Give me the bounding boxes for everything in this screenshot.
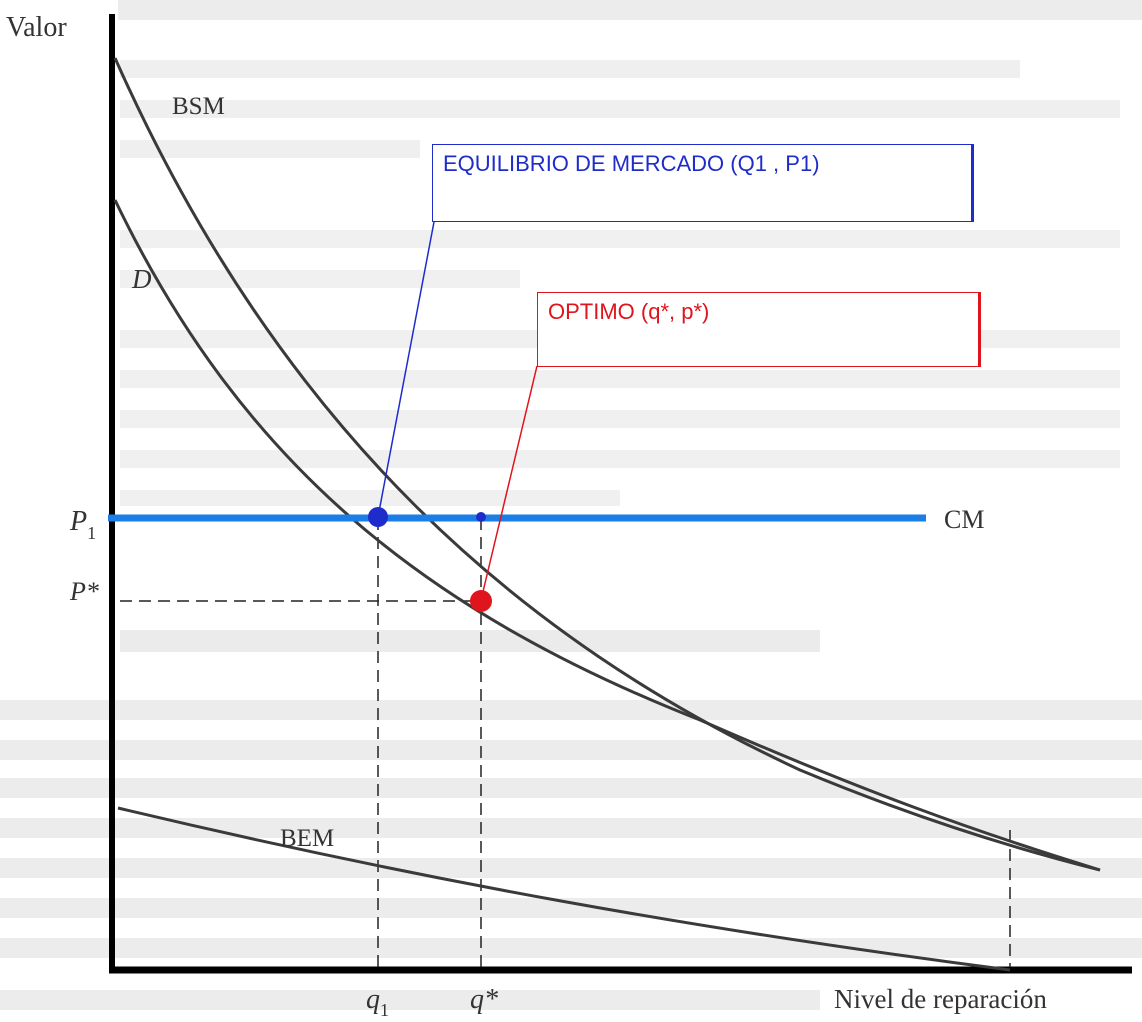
equilibrium-annotation-text: EQUILIBRIO DE MERCADO (Q1 , P1): [443, 151, 820, 176]
bg-band: [0, 898, 1142, 918]
optimum-annotation-box: OPTIMO (q*, p*): [537, 292, 981, 367]
bsm-label: BSM: [172, 93, 225, 120]
bg-band: [120, 140, 420, 158]
bg-band: [120, 270, 520, 288]
demand-label: D: [131, 264, 152, 294]
bg-band: [0, 858, 1142, 878]
cm-bsm-intersection-point: [476, 512, 486, 522]
bg-band: [0, 700, 1142, 720]
bg-band: [120, 370, 1120, 388]
optimum-point: [470, 590, 492, 612]
bg-band: [0, 778, 1142, 798]
bg-band: [118, 0, 1142, 20]
bsm-curve: [113, 57, 1101, 872]
p1-tick-label: P1: [69, 506, 96, 543]
bg-band: [120, 60, 1020, 78]
x-axis-label: Nivel de reparación: [834, 984, 1047, 1014]
bg-band: [0, 818, 1142, 838]
bem-curve: [117, 806, 1011, 972]
optimum-leader-line: [480, 365, 538, 601]
bg-band: [120, 100, 1120, 118]
bg-band: [0, 938, 1142, 958]
cm-label: CM: [944, 505, 984, 534]
optimum-annotation-text: OPTIMO (q*, p*): [548, 299, 710, 324]
equilibrium-point: [368, 507, 388, 527]
bg-band: [120, 410, 1120, 428]
bem-label: BEM: [280, 825, 334, 852]
bg-band: [120, 450, 1120, 468]
qstar-tick-label: q*: [470, 984, 498, 1015]
pstar-tick-label: P*: [69, 577, 99, 606]
equilibrium-annotation-box: EQUILIBRIO DE MERCADO (Q1 , P1): [432, 144, 974, 222]
bg-band: [0, 740, 1142, 760]
bg-band: [120, 490, 620, 506]
bg-band: [120, 230, 1120, 248]
demand-curve: [113, 199, 1101, 872]
bg-band: [120, 630, 820, 652]
bg-band: [0, 990, 820, 1010]
y-axis-label: Valor: [6, 12, 67, 43]
equilibrium-leader-line: [377, 221, 435, 518]
q1-tick-label: q1: [366, 984, 389, 1020]
